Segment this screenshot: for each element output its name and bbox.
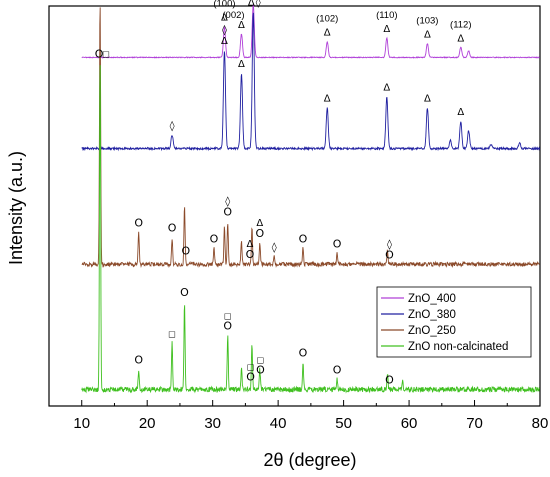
peak-marker-triangle: Δ: [248, 0, 255, 9]
peak-marker-triangle: Δ: [247, 239, 254, 250]
legend: ZnO_400 ZnO_380 ZnO_250 ZnO non-calcinated: [376, 286, 532, 358]
peak-marker-square: □: [257, 355, 265, 364]
y-axis-title: Intensity (a.u.): [6, 151, 26, 265]
legend-label: ZnO_400: [408, 293, 456, 305]
x-tick-label: 70: [466, 415, 483, 432]
peak-marker-circle: O: [134, 353, 143, 366]
peak-marker-triangle: Δ: [457, 33, 464, 44]
peak-marker-circle: O: [246, 371, 255, 384]
peak-marker-diamond: ◊: [387, 238, 392, 250]
peak-marker-diamond: ◊: [222, 24, 227, 36]
peak-marker-circle: O: [210, 232, 219, 245]
peak-marker-triangle: Δ: [324, 93, 331, 104]
series-line-zno-non-calcinated: [81, 65, 541, 394]
peak-marker-triangle: Δ: [238, 20, 245, 31]
peak-marker-circle: O: [95, 47, 104, 60]
peak-marker-triangle: Δ: [250, 0, 257, 1]
peak-marker-circle: O: [333, 238, 342, 251]
peak-marker-diamond: ◊: [225, 196, 230, 208]
peak-marker-triangle: Δ: [221, 13, 228, 24]
peak-marker-triangle: Δ: [383, 83, 390, 94]
peak-marker-triangle: Δ: [324, 28, 331, 39]
peak-marker-diamond: ◊: [170, 120, 175, 132]
peak-marker-circle: O: [299, 232, 308, 245]
plane-label: (100): [213, 0, 235, 10]
x-tick-label: 40: [270, 415, 287, 432]
series-line-zno-380: [81, 12, 541, 152]
legend-entries: ZnO_400 ZnO_380 ZnO_250 ZnO non-calcinated: [381, 293, 508, 353]
peak-marker-square: □: [102, 49, 110, 58]
x-tick-label: 20: [139, 415, 156, 432]
x-tick-label: 60: [401, 415, 418, 432]
peak-marker-triangle: Δ: [383, 24, 390, 35]
peak-marker-diamond: ◊: [256, 0, 261, 9]
plane-label: (002): [222, 10, 244, 21]
peak-marker-square: □: [168, 329, 176, 338]
peak-marker-circle: O: [385, 248, 394, 261]
legend-label: ZnO_380: [408, 309, 456, 321]
x-tick-label: 80: [532, 415, 549, 432]
peak-marker-triangle: Δ: [221, 36, 228, 47]
peak-marker-triangle: Δ: [424, 93, 431, 104]
x-axis-title: 2θ (degree): [263, 450, 356, 470]
peak-marker-triangle: Δ: [256, 218, 263, 229]
peak-marker-circle: O: [168, 222, 177, 235]
legend-box: [376, 286, 532, 358]
marker-layer: Δ(100)Δ(002)Δ(101)Δ(102)Δ(110)Δ(103)Δ(11…: [95, 0, 472, 386]
peak-marker-circle: O: [181, 245, 190, 258]
peak-marker-circle: O: [223, 320, 232, 333]
peak-marker-circle: O: [333, 363, 342, 376]
plane-label: (103): [416, 15, 438, 26]
plane-label: (112): [450, 19, 471, 30]
peak-marker-triangle: Δ: [238, 59, 245, 70]
x-tick-label: 10: [73, 415, 90, 432]
x-tick-label: 30: [204, 415, 221, 432]
peak-marker-triangle: Δ: [424, 29, 431, 40]
plot-frame: [48, 5, 541, 407]
peak-marker-square: □: [247, 363, 255, 372]
peak-marker-circle: O: [223, 206, 232, 219]
legend-label: ZnO_250: [408, 325, 456, 337]
peak-marker-circle: O: [385, 373, 394, 386]
peak-marker-circle: O: [299, 347, 308, 360]
peak-marker-circle: O: [256, 363, 265, 376]
legend-label: ZnO non-calcinated: [408, 341, 508, 353]
peak-marker-circle: O: [134, 216, 143, 229]
plane-label: (110): [376, 10, 397, 21]
peak-marker-circle: O: [246, 248, 255, 261]
plane-label: (102): [316, 14, 338, 25]
x-tick-label: 50: [335, 415, 352, 432]
peak-marker-triangle: Δ: [457, 107, 464, 118]
series-line-zno-400: [81, 4, 540, 59]
series-layer: [81, 4, 541, 394]
peak-marker-square: □: [224, 312, 232, 321]
x-axis: 10 20 30 40 50 60 70 80: [73, 400, 548, 432]
peak-marker-circle: O: [180, 286, 189, 299]
series-line-zno-250: [81, 7, 541, 268]
peak-marker-circle: O: [255, 227, 264, 240]
peak-marker-diamond: ◊: [272, 241, 277, 253]
